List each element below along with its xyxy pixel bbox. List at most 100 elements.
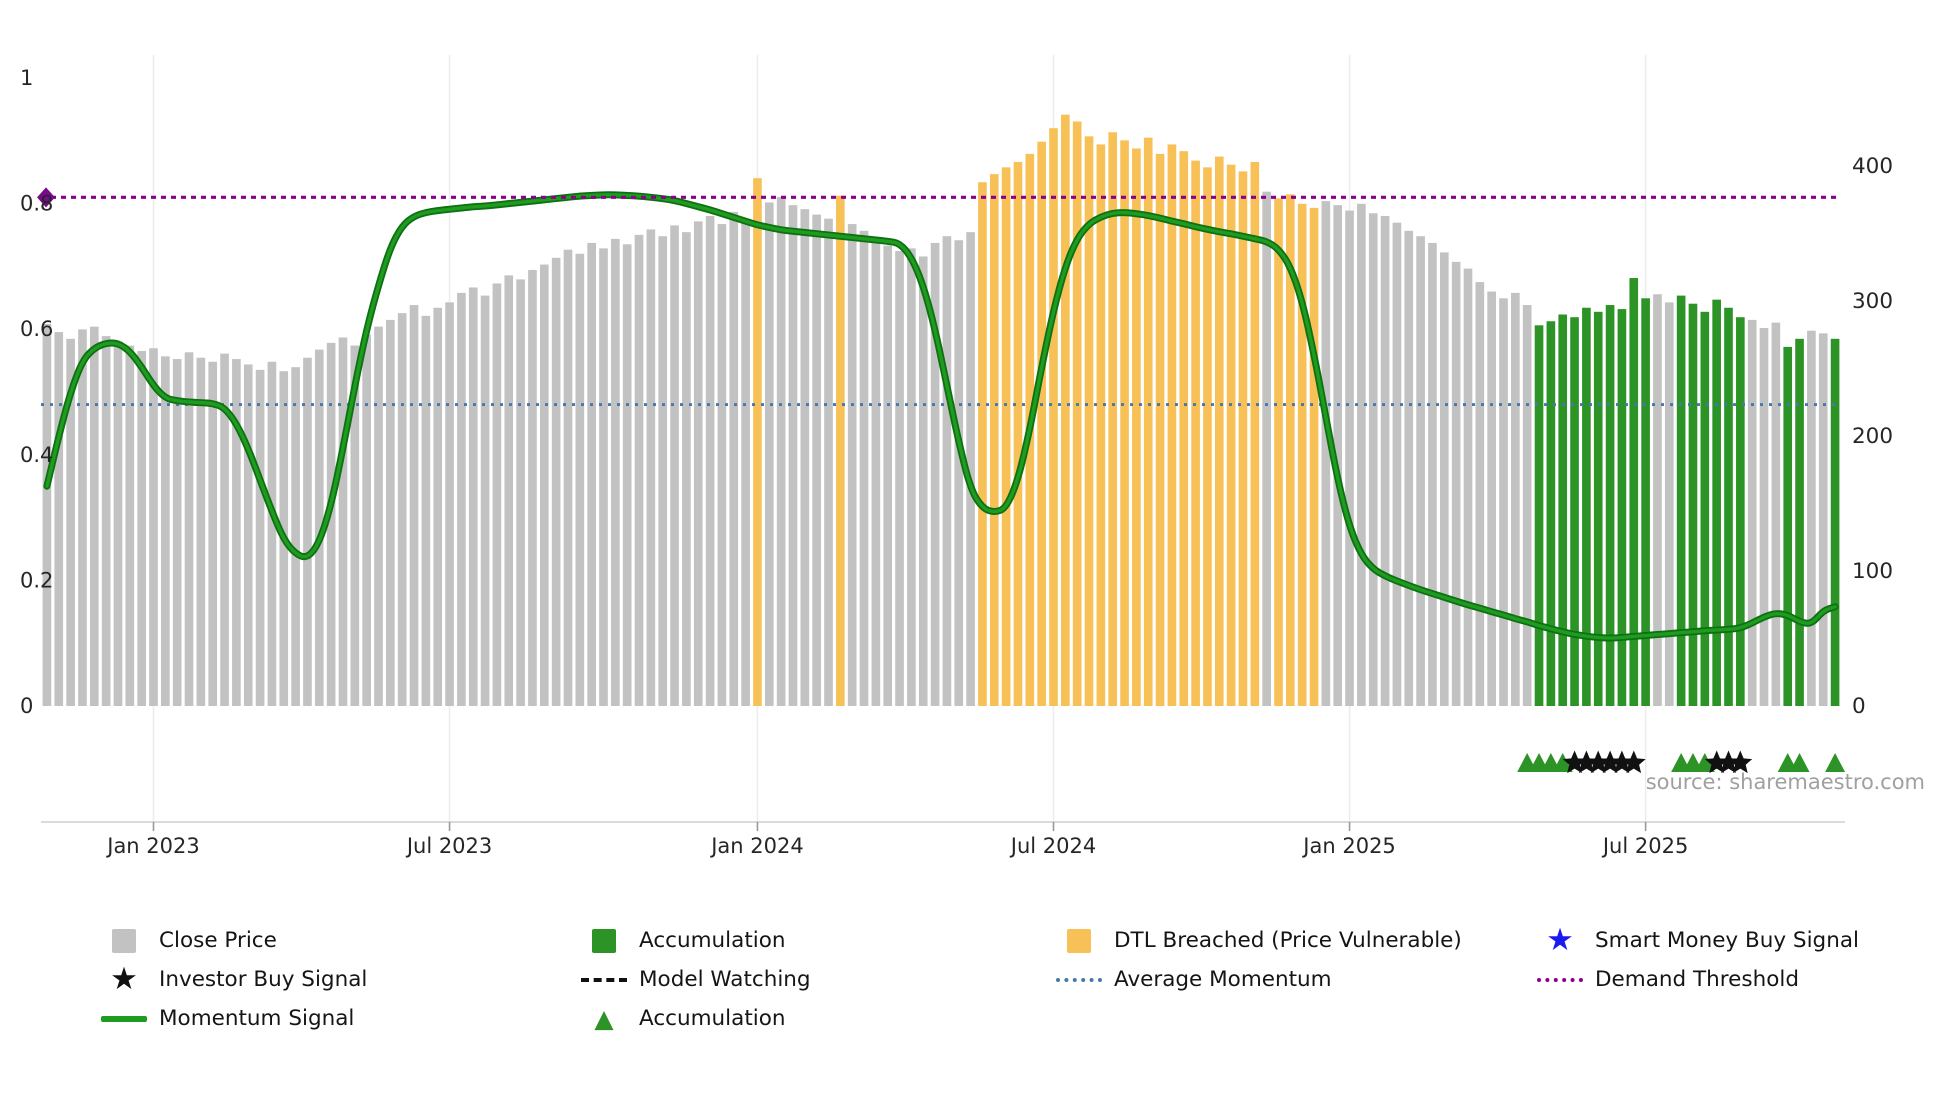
x-axis-label: Jul 2024: [1009, 834, 1096, 858]
close-price-bar: [1487, 291, 1496, 706]
close-price-bar: [1664, 302, 1674, 706]
left-axis-label: 0.8: [20, 192, 53, 216]
dtl-breached-bar: [1179, 151, 1189, 706]
close-price-bar: [267, 361, 277, 706]
close-price-bar: [1428, 242, 1437, 706]
close-price-bar: [528, 269, 537, 706]
dtl-breached-bar: [1226, 164, 1236, 706]
close-price-bar: [682, 232, 691, 706]
close-price-bar: [303, 357, 312, 706]
left-axis-label: 0: [20, 694, 33, 718]
legend-item-accumulation-marker: ▲ Accumulation: [580, 999, 811, 1038]
close-price-bar: [859, 230, 869, 707]
close-price-bar: [551, 257, 561, 706]
dtl-breached-bar: [1155, 153, 1165, 707]
close-price-bar: [918, 256, 928, 706]
close-price-bar: [1333, 205, 1343, 706]
x-axis-label: Jan 2025: [1301, 834, 1396, 858]
right-axis-label: 200: [1852, 424, 1893, 449]
close-price-bar: [386, 319, 395, 706]
close-price-bar: [1368, 213, 1378, 706]
accumulation-bar: [1629, 278, 1639, 706]
close-price-bar: [788, 205, 798, 706]
investor-buy-marker-icon: [1728, 750, 1753, 774]
close-price-bar: [314, 349, 324, 706]
close-price-bar: [812, 214, 821, 706]
dtl-breached-swatch-icon: [1067, 928, 1091, 953]
dtl-breached-bar: [1143, 137, 1153, 706]
close-price-bar: [457, 292, 466, 706]
close-price-bar: [717, 224, 727, 707]
close-price-bar: [646, 229, 656, 706]
close-price-bar: [658, 236, 668, 706]
accumulation-bar: [1700, 311, 1710, 706]
close-price-bar: [1321, 201, 1331, 706]
momentum-signal-line-core: [45, 193, 1837, 640]
close-price-bar: [693, 221, 703, 706]
legend-item-investor-buy-signal: ★ Investor Buy Signal: [100, 960, 367, 999]
model-watching-dashed-line-icon: [581, 977, 627, 982]
close-price-bar: [670, 225, 679, 706]
close-price-bar: [764, 202, 774, 706]
close-price-bar: [1807, 330, 1816, 706]
close-price-bar: [1818, 333, 1828, 706]
dtl-breached-bar: [1238, 171, 1248, 706]
accumulation-bar: [1546, 321, 1556, 706]
accumulation-swatch-icon: [592, 928, 616, 953]
legend-item-dtl-breached: DTL Breached (Price Vulnerable): [1055, 921, 1462, 960]
dtl-breached-bar: [1214, 156, 1224, 707]
legend-column: Accumulation Model Watching ▲ Accumulati…: [580, 921, 811, 1038]
close-price-bar: [113, 341, 123, 706]
close-price-bar: [220, 353, 229, 706]
close-price-bar: [907, 248, 916, 706]
close-price-bar: [1759, 328, 1769, 706]
dtl-breached-bar: [1203, 167, 1212, 707]
dtl-breached-bar: [753, 178, 762, 706]
close-price-bar: [468, 287, 478, 706]
close-price-bar: [1357, 203, 1366, 707]
close-price-bar: [1499, 298, 1508, 706]
legend-label: Smart Money Buy Signal: [1595, 928, 1859, 953]
dtl-breached-bar: [1250, 161, 1260, 706]
close-price-bar: [966, 232, 975, 706]
close-price-bar: [137, 350, 146, 706]
close-price-bar: [208, 361, 218, 706]
chart-legend: Close Price ★ Investor Buy Signal Moment…: [0, 921, 1960, 1051]
legend-label: DTL Breached (Price Vulnerable): [1114, 928, 1462, 953]
dtl-breached-bar: [1191, 160, 1200, 707]
demand-threshold-diamond-icon: [37, 187, 55, 208]
left-axis-label: 0.6: [20, 317, 53, 341]
dtl-breached-bar: [1061, 114, 1070, 706]
dtl-breached-bar: [1167, 144, 1177, 706]
close-price-bar: [729, 211, 739, 706]
close-price-bar: [1262, 191, 1271, 706]
left-axis-label: 1: [20, 66, 33, 90]
close-price-bar: [409, 305, 419, 706]
close-price-bar: [895, 251, 904, 707]
x-axis-label: Jul 2023: [405, 834, 492, 858]
dtl-breached-bar: [1286, 194, 1295, 706]
close-price-bar: [42, 323, 52, 706]
close-price-bar: [539, 264, 549, 706]
legend-label: Accumulation: [639, 1006, 786, 1031]
close-price-bar: [1404, 230, 1414, 707]
close-price-bar: [255, 369, 265, 706]
accumulation-bar: [1558, 314, 1568, 706]
smart-money-star-icon: ★: [1546, 922, 1574, 958]
close-price-bar: [847, 224, 857, 707]
close-price-bar: [705, 215, 715, 706]
demand-threshold-dotted-line-icon: [1537, 977, 1583, 982]
close-price-bar: [599, 248, 608, 706]
legend-item-demand-threshold: Demand Threshold: [1536, 960, 1859, 999]
accumulation-marker-icon: [1789, 753, 1810, 772]
close-price-bar: [1511, 292, 1520, 706]
close-price-bar: [374, 326, 383, 706]
close-price-bar: [66, 338, 75, 706]
legend-column: DTL Breached (Price Vulnerable) Average …: [1055, 921, 1462, 999]
legend-label: Average Momentum: [1114, 967, 1332, 992]
accumulation-bar: [1724, 307, 1733, 706]
accumulation-bar: [1617, 309, 1627, 706]
dtl-breached-bar: [1084, 136, 1094, 707]
close-price-bar: [196, 357, 206, 706]
right-axis-label: 0: [1852, 694, 1866, 719]
